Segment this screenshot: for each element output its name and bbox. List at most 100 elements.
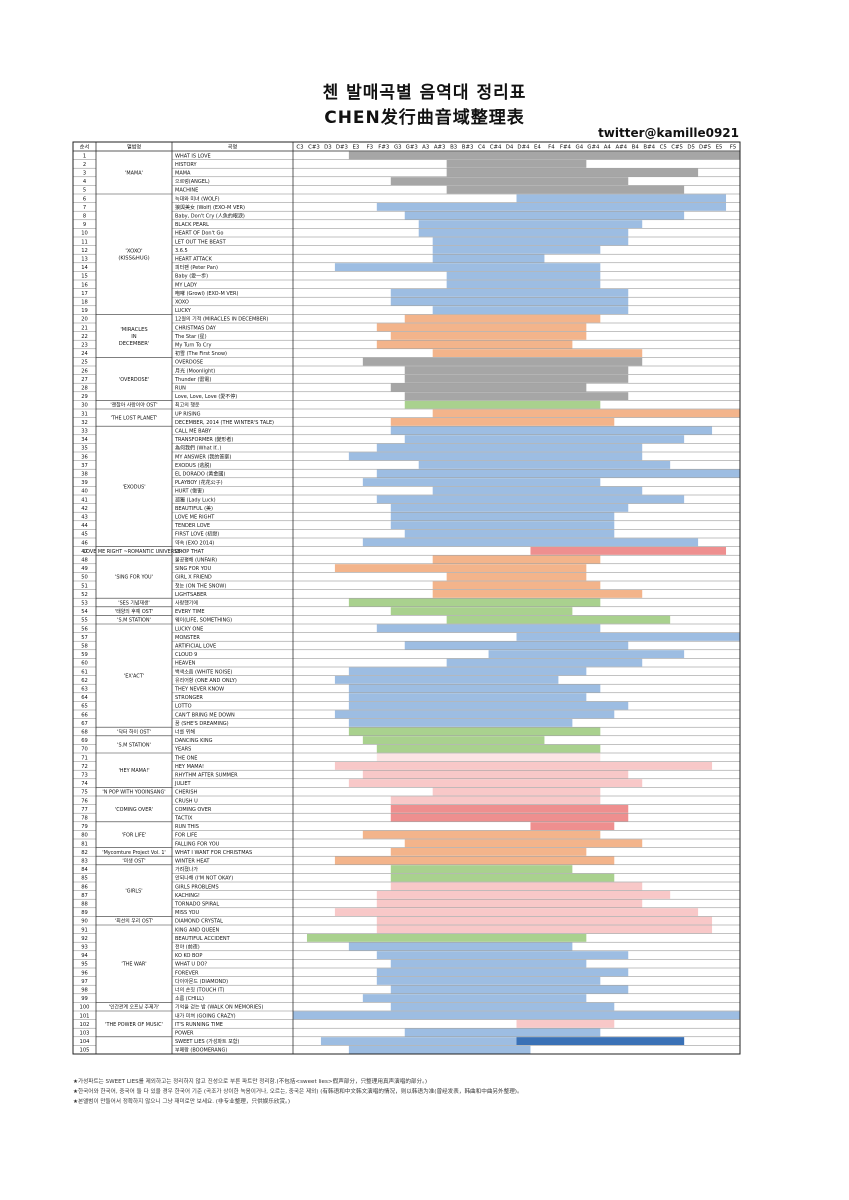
author-credit: twitter@kamille0921 (598, 126, 739, 140)
range-bar (390, 873, 615, 882)
row-num: 63 (81, 687, 88, 693)
row-num: 86 (81, 884, 88, 890)
range-bar (362, 538, 699, 547)
song-title: Baby, Don't Cry (人魚的眼淚) (175, 213, 245, 220)
row-num: 33 (81, 429, 88, 435)
range-bar (348, 779, 643, 787)
row-num: 25 (81, 360, 88, 366)
note-label: A#3 (434, 145, 446, 151)
range-bar (390, 289, 629, 297)
row-num: 15 (81, 274, 88, 280)
song-title: 孤獨 (Lady Luck) (175, 496, 216, 503)
row-num: 88 (81, 902, 88, 908)
range-bar (293, 1011, 740, 1020)
range-bar (390, 796, 601, 805)
range-bar (362, 357, 643, 366)
range-bar (334, 908, 699, 916)
song-title: LUCKY ONE (175, 626, 203, 632)
row-num: 46 (81, 540, 88, 546)
song-title: TORNADO SPIRAL (174, 902, 219, 908)
falsetto-range-bar (516, 1037, 685, 1045)
row-num: 74 (81, 781, 88, 787)
note-label: G4 (576, 145, 584, 151)
range-bar (390, 297, 629, 306)
note-label: F#4 (560, 145, 572, 151)
row-num: 97 (81, 979, 88, 985)
song-title: LOVE ME RIGHT (175, 515, 215, 521)
range-bar (390, 813, 629, 822)
range-bar (334, 676, 559, 684)
song-title: STRONGER (175, 695, 203, 701)
row-num: 83 (81, 859, 88, 865)
song-title: WHAT IS LOVE (175, 153, 211, 159)
row-num: 67 (81, 721, 88, 727)
song-title: IT'S RUNNING TIME (175, 1022, 223, 1028)
row-num: 7 (83, 205, 86, 211)
range-bar (390, 848, 587, 856)
range-bar (446, 185, 685, 194)
range-bar (348, 598, 601, 607)
song-title: My Turn To Cry (175, 343, 211, 349)
range-bar (334, 710, 615, 719)
range-bar (446, 572, 587, 581)
range-bar (376, 899, 643, 908)
album-name: '태양의 후예 OST' (115, 608, 153, 615)
song-title: 月光 (Moonlight) (175, 367, 215, 374)
song-title: CHERISH (175, 790, 198, 796)
song-title: 내가 미쳐 (GOING CRAZY) (175, 1012, 236, 1019)
range-bar (432, 590, 643, 598)
album-name: 'S.M STATION' (117, 618, 151, 624)
range-bar (404, 529, 615, 538)
note-label: D#5 (699, 145, 711, 151)
song-title: 12월의 기적 (MIRACLES IN DECEMBER) (175, 316, 268, 323)
range-bar (530, 547, 727, 555)
range-bar (418, 220, 643, 228)
song-title: BLACK PEARL (175, 222, 209, 228)
song-title: 부메랑 (BOOMERANG) (175, 1047, 227, 1054)
song-title: 약속 (EXO 2014) (175, 539, 214, 546)
note-label: D4 (506, 145, 514, 151)
song-title: HEY MAMA! (175, 764, 204, 770)
song-title: The Star (星) (174, 334, 207, 340)
song-title: 안되나해 (I'M NOT OKAY) (175, 875, 233, 882)
range-bar (390, 805, 629, 813)
note-label: D3 (324, 145, 332, 151)
row-num: 57 (81, 635, 88, 641)
song-title: 백색소음 (WHITE NOISE) (175, 668, 232, 675)
song-title: TACTIX (174, 816, 193, 822)
note-label: D#3 (336, 145, 348, 151)
song-title: LOTTO (175, 704, 192, 710)
header-num: 순서 (80, 143, 90, 151)
row-num: 66 (81, 712, 88, 718)
row-num: 84 (81, 867, 88, 873)
album-name: DECEMBER' (119, 341, 150, 347)
row-num: 98 (81, 988, 88, 994)
song-title: RUN THIS (175, 824, 199, 830)
range-bar (376, 951, 629, 959)
range-bar (404, 641, 629, 650)
song-title: GIRLS PROBLEMS (175, 884, 219, 890)
song-title: LIGHTSABER (175, 592, 207, 598)
song-title: DROP THAT (175, 549, 205, 555)
range-bar (432, 787, 601, 796)
song-title: ARTIFICIAL LOVE (175, 644, 216, 650)
range-bar (390, 504, 629, 512)
song-title: LET OUT THE BEAST (175, 239, 227, 245)
song-title: 사랑했기에 (175, 600, 198, 607)
note-label: F#3 (378, 145, 389, 151)
footnote-3: ★본앨범이 만들어서 정확하지 않으니 그냥 재미로만 보세요. (非专业整理，… (73, 1099, 291, 1105)
row-num: 104 (80, 1039, 91, 1045)
row-num: 77 (81, 807, 88, 813)
row-num: 50 (81, 575, 88, 581)
row-num: 96 (81, 970, 88, 976)
song-title: CLOUD 9 (175, 652, 197, 658)
row-num: 49 (81, 566, 88, 572)
row-num: 44 (81, 523, 88, 529)
row-num: 85 (81, 876, 88, 882)
range-bar (516, 194, 727, 203)
row-num: 91 (81, 927, 88, 933)
row-num: 65 (81, 704, 88, 710)
row-num: 58 (81, 644, 88, 650)
range-bar (390, 418, 615, 426)
song-title: TENDER LOVE (174, 523, 210, 529)
